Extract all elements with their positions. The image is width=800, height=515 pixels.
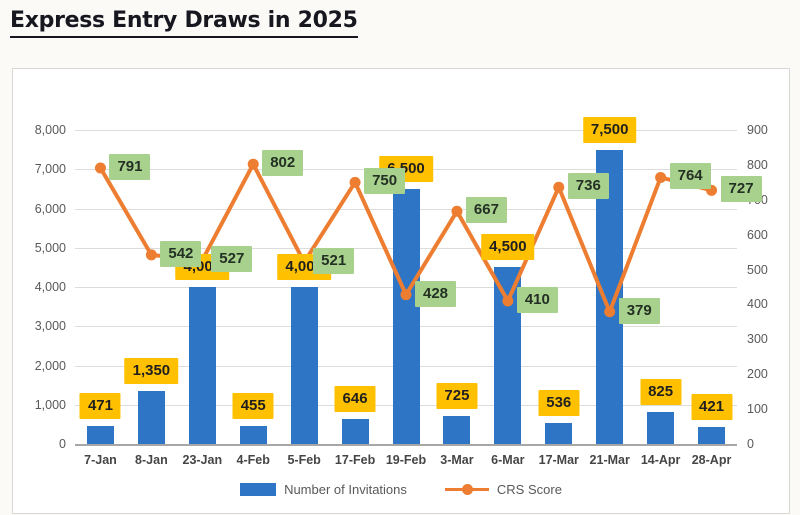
crs-value-label: 727 [720, 176, 762, 203]
legend-label-invitations: Number of Invitations [284, 482, 407, 497]
bar-value-label: 725 [436, 382, 478, 409]
crs-value-label: 542 [160, 240, 202, 267]
bar-swatch-icon [240, 483, 277, 496]
bar-value-label: 421 [691, 394, 733, 421]
x-axis-label: 6-Mar [491, 453, 525, 467]
left-axis-tick: 8,000 [34, 123, 66, 137]
crs-value-label: 521 [313, 248, 355, 275]
bar-value-label: 455 [232, 393, 274, 420]
crs-marker [247, 158, 259, 170]
invitations-bar [188, 287, 216, 444]
plot-area: 0 1,000 2,000 3,000 4,000 5,000 6,000 7,000 8,00… [13, 69, 789, 513]
bar-value-label: 646 [334, 385, 376, 412]
x-axis-label: 5-Feb [287, 453, 321, 467]
crs-marker [655, 171, 667, 183]
x-axis-label: 19-Feb [385, 453, 427, 467]
left-axis-tick: 5,000 [34, 240, 66, 255]
right-axis-tick: 500 [747, 262, 768, 277]
invitations-bar [290, 287, 318, 444]
left-axis-tick: 0 [59, 437, 66, 451]
left-axis-tick: 7,000 [34, 162, 66, 177]
x-axis-label: 17-Mar [538, 453, 579, 467]
invitations-bar [341, 418, 369, 444]
x-axis-label: 14-Apr [640, 453, 681, 467]
right-axis-tick: 100 [747, 402, 768, 417]
bar-value-label: 471 [79, 392, 121, 419]
legend-label-crs: CRS Score [496, 482, 562, 497]
x-axis-label: 7-Jan [84, 453, 117, 467]
page-title-text: Express Entry Draws in 2025 [10, 8, 358, 38]
bar-value-label: 536 [538, 389, 580, 416]
crs-value-label: 410 [516, 286, 558, 313]
invitations-bar [239, 426, 267, 444]
crs-marker [451, 205, 463, 217]
x-axis-label: 23-Jan [182, 453, 223, 467]
invitations-bar [137, 391, 165, 444]
gridline [75, 130, 737, 131]
x-axis-label: 28-Apr [691, 453, 732, 467]
crs-marker [349, 176, 361, 188]
right-axis-tick: 800 [747, 157, 768, 172]
right-axis-tick: 600 [747, 227, 768, 242]
crs-value-label: 428 [415, 280, 457, 307]
invitations-bar [86, 425, 114, 444]
bar-value-label: 4,500 [481, 234, 535, 261]
invitations-bar [443, 415, 471, 444]
x-axis-label: 17-Feb [334, 453, 376, 467]
x-axis-label: 21-Mar [589, 453, 630, 467]
right-axis-tick: 300 [747, 332, 768, 347]
crs-value-label: 802 [262, 150, 304, 177]
line-swatch-icon [444, 483, 489, 496]
x-axis-line [75, 444, 737, 446]
left-axis-tick: 6,000 [34, 201, 66, 216]
crs-marker [94, 162, 106, 174]
crs-value-label: 379 [618, 297, 660, 324]
invitations-bar [392, 188, 420, 444]
legend-item-crs: CRS Score [444, 482, 562, 497]
page-title: Express Entry Draws in 2025 [10, 8, 358, 38]
legend-item-invitations: Number of Invitations [240, 482, 407, 497]
crs-value-label: 527 [211, 246, 253, 273]
crs-value-label: 791 [109, 154, 151, 181]
bar-value-label: 825 [640, 378, 682, 405]
crs-marker [145, 249, 157, 261]
crs-value-label: 736 [567, 173, 609, 200]
left-axis-tick: 1,000 [34, 397, 66, 412]
right-axis-tick: 900 [747, 123, 768, 137]
left-axis-tick: 2,000 [34, 358, 66, 373]
left-axis-tick: 3,000 [34, 319, 66, 334]
right-axis-tick: 0 [747, 437, 754, 451]
x-axis-label: 8-Jan [135, 453, 168, 467]
crs-marker [553, 181, 565, 193]
right-axis-tick: 400 [747, 297, 768, 312]
x-axis-label: 3-Mar [440, 453, 474, 467]
right-axis-tick: 200 [747, 367, 768, 382]
left-axis-tick: 4,000 [34, 280, 66, 294]
x-axis-label: 4-Feb [236, 453, 270, 467]
invitations-bar [698, 427, 726, 444]
chart-container: 0 1,000 2,000 3,000 4,000 5,000 6,000 7,000 8,00… [12, 68, 790, 514]
bar-value-label: 1,350 [124, 358, 179, 384]
crs-value-label: 667 [465, 197, 507, 224]
invitations-bar [647, 411, 675, 444]
invitations-bar [545, 422, 573, 444]
crs-value-label: 764 [669, 163, 711, 190]
legend: Number of Invitations CRS Score [13, 482, 789, 497]
bar-value-label: 7,500 [582, 116, 637, 143]
crs-value-label: 750 [364, 168, 406, 195]
